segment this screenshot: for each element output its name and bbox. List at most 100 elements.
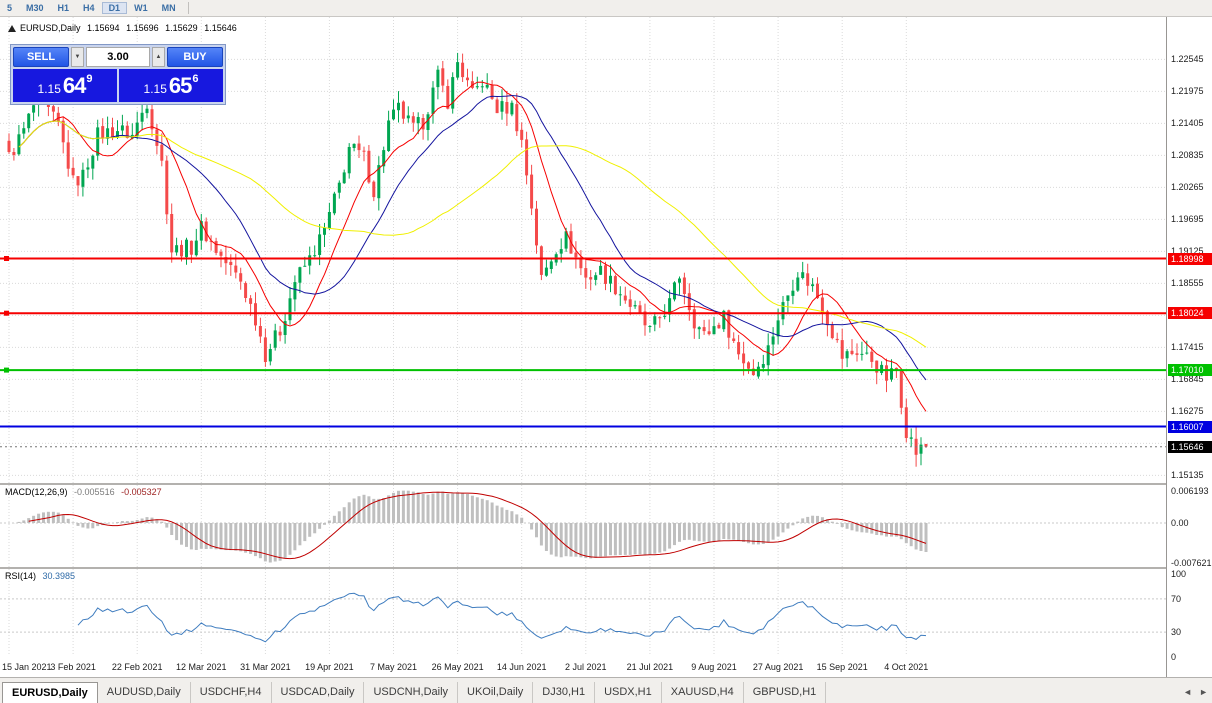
date-tick-label: 2 Jul 2021	[565, 662, 607, 672]
price-scale-label: 1.22545	[1171, 54, 1204, 65]
one-click-trading-panel: SELL ▼ 3.00 ▲ BUY 1.15 64 9 1.15 65 6	[10, 44, 226, 105]
price-scale-label: -0.007621	[1171, 557, 1212, 568]
chart-ohlc-title: EURUSD,Daily 1.15694 1.15696 1.15629 1.1…	[20, 23, 241, 33]
date-tick-label: 19 Apr 2021	[305, 662, 354, 672]
price-scale-label: 0	[1171, 652, 1177, 662]
chart-tab-eurusd-daily[interactable]: EURUSD,Daily	[2, 682, 98, 703]
timeframe-button-m30[interactable]: M30	[26, 3, 44, 13]
chart-canvas[interactable]	[0, 0, 1166, 658]
price-scale-label: 1.21405	[1171, 118, 1204, 129]
chart-tab-usdcnh-daily[interactable]: USDCNH,Daily	[364, 682, 459, 703]
chart-tab-usdchf-h4[interactable]: USDCHF,H4	[191, 682, 272, 703]
price-scale-label: 70	[1171, 593, 1182, 604]
chart-plot-area[interactable]	[0, 0, 1166, 658]
chart-tab-gbpusd-h1[interactable]: GBPUSD,H1	[744, 682, 827, 703]
chart-tab-bar-tabs: EURUSD,Daily AUDUSD,Daily USDCHF,H4 USDCAD,…	[0, 682, 827, 703]
timeframe-button-mn[interactable]: MN	[161, 3, 176, 13]
date-tick-label: 9 Aug 2021	[691, 662, 737, 672]
rsi-indicator-label: RSI(14) 30.3985	[5, 571, 79, 581]
chart-tab-usdcad-daily[interactable]: USDCAD,Daily	[272, 682, 365, 703]
buy-price-integer: 1.15	[143, 82, 167, 96]
ohlc-close: 1.15646	[204, 23, 237, 33]
pane-splitter-rsi[interactable]	[0, 567, 1212, 569]
ohlc-open: 1.15694	[87, 23, 120, 33]
price-scale-label: 1.18555	[1171, 278, 1204, 289]
chart-tab-dj30-h1[interactable]: DJ30,H1	[533, 682, 596, 703]
toolbar-divider	[187, 2, 189, 14]
sell-price-pipette: 9	[86, 73, 93, 85]
lot-size-input[interactable]: 3.00	[86, 47, 150, 67]
date-tick-label: 14 Jun 2021	[496, 662, 547, 672]
price-scale-label: 1.19125	[1171, 246, 1204, 257]
date-tick-label: 22 Feb 2021	[111, 662, 163, 672]
buy-price-pipette: 6	[192, 73, 199, 85]
price-scale-label: 1.16845	[1171, 374, 1204, 385]
date-tick-label: 15 Sep 2021	[816, 662, 868, 672]
timeframe-button-h1[interactable]: H1	[57, 3, 70, 13]
price-scale-label: 1.20835	[1171, 150, 1204, 161]
tab-scroll-right-button[interactable]: ►	[1199, 687, 1208, 697]
timeframe-toolbar: 5 M30 H1 H4 D1 W1 MN	[0, 0, 1212, 17]
date-tick-label: 27 Aug 2021	[752, 662, 804, 672]
ohlc-high: 1.15696	[126, 23, 159, 33]
chart-tab-xauusd-h4[interactable]: XAUUSD,H4	[662, 682, 744, 703]
sell-price-pips: 64	[62, 72, 87, 98]
macd-indicator-label: MACD(12,26,9) -0.005516 -0.005327	[5, 487, 166, 497]
price-scale-label: 1.20265	[1171, 182, 1204, 193]
sell-price-button[interactable]: 1.15 64 9	[13, 69, 117, 102]
price-scale-label: 0.00	[1171, 518, 1189, 528]
date-tick-label: 26 May 2021	[431, 662, 484, 672]
chart-symbol-period: EURUSD,Daily	[20, 23, 81, 33]
level-price-tag: 1.18024	[1168, 307, 1212, 320]
macd-name: MACD(12,26,9)	[5, 487, 68, 497]
tab-scroll-arrows: ◄ ►	[1183, 687, 1208, 697]
current-price-tag: 1.15646	[1168, 440, 1212, 453]
price-scale-label: 1.17415	[1171, 342, 1204, 353]
price-scale-label: 1.21975	[1171, 86, 1204, 97]
chart-tab-ukoil-daily[interactable]: UKOil,Daily	[458, 682, 534, 703]
buy-price-button[interactable]: 1.15 65 6	[119, 69, 223, 102]
price-scale-label: 30	[1171, 627, 1182, 638]
ohlc-low: 1.15629	[165, 23, 198, 33]
lot-increase-button[interactable]: ▲	[152, 47, 165, 67]
date-tick-label: 12 Mar 2021	[176, 662, 227, 672]
chart-tab-usdx-h1[interactable]: USDX,H1	[595, 682, 662, 703]
chart-tab-bar: EURUSD,Daily AUDUSD,Daily USDCHF,H4 USDCAD,…	[0, 677, 1212, 703]
sell-button[interactable]: SELL	[13, 47, 69, 67]
price-scale-label: 0.006193	[1171, 485, 1209, 496]
buy-button[interactable]: BUY	[167, 47, 223, 67]
macd-signal-value: -0.005327	[121, 487, 162, 497]
price-scale-label: 1.19695	[1171, 214, 1204, 225]
date-tick-label: 15 Jan 2021	[2, 662, 52, 672]
tab-scroll-left-button[interactable]: ◄	[1183, 687, 1193, 697]
one-click-panel-toggle-icon[interactable]	[8, 25, 16, 32]
trade-panel-price-row: 1.15 64 9 1.15 65 6	[13, 69, 223, 102]
timeframe-button-5[interactable]: 5	[7, 3, 13, 13]
level-price-tag: 1.17010	[1168, 364, 1212, 377]
trade-panel-top-row: SELL ▼ 3.00 ▲ BUY	[13, 47, 223, 67]
level-price-tag: 1.16007	[1168, 420, 1212, 433]
macd-main-value: -0.005516	[74, 487, 115, 497]
pane-splitter-macd[interactable]	[0, 483, 1212, 485]
price-scale-label: 1.16275	[1171, 406, 1204, 417]
date-tick-label: 3 Feb 2021	[50, 662, 96, 672]
rsi-value: 30.3985	[42, 571, 76, 581]
timeframe-buttons: 5 M30 H1 H4 D1 W1 MN	[0, 2, 183, 14]
date-tick-label: 4 Oct 2021	[884, 662, 929, 672]
timeframe-button-w1[interactable]: W1	[134, 3, 148, 13]
date-tick-label: 21 Jul 2021	[626, 662, 674, 672]
buy-price-pips: 65	[168, 72, 193, 98]
lot-decrease-button[interactable]: ▼	[71, 47, 84, 67]
chart-tab-audusd-daily[interactable]: AUDUSD,Daily	[98, 682, 191, 703]
date-tick-label: 7 May 2021	[369, 662, 418, 672]
price-scale[interactable]: 1.22545 1.21975 1.21405 1.20835 1.20265 1.196…	[1166, 17, 1212, 677]
timeframe-button-h4[interactable]: H4	[83, 3, 95, 13]
level-price-tag: 1.18998	[1168, 252, 1212, 265]
date-tick-label: 31 Mar 2021	[240, 662, 291, 672]
rsi-name: RSI(14)	[5, 571, 37, 581]
price-scale-label: 100	[1171, 569, 1187, 579]
sell-price-integer: 1.15	[37, 82, 61, 96]
price-scale-label: 1.15135	[1171, 470, 1204, 481]
timeframe-button-d1[interactable]: D1	[101, 2, 128, 14]
date-axis[interactable]: 15 Jan 2021 3 Feb 2021 22 Feb 2021 12 Mar 2…	[0, 658, 1166, 677]
